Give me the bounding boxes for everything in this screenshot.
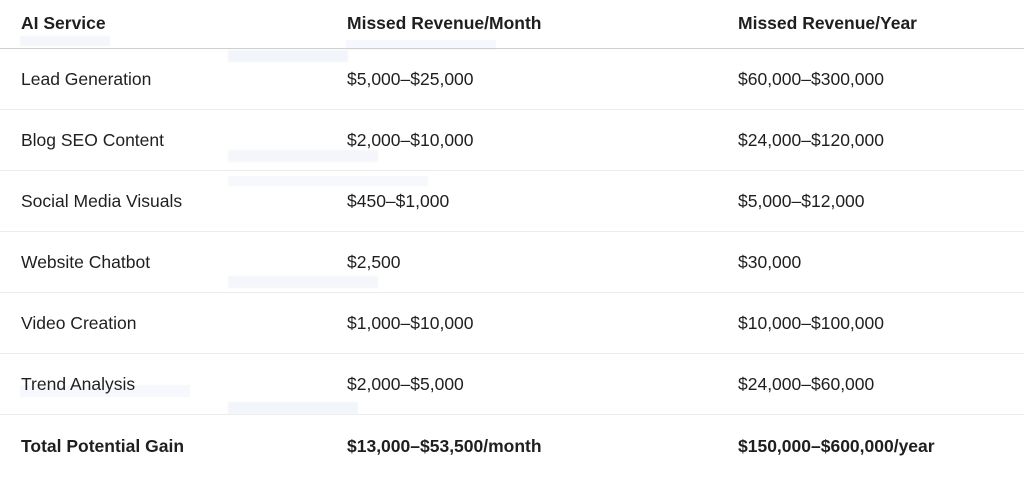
cell-year: $24,000–$60,000	[738, 353, 1024, 415]
total-label: Total Potential Gain	[21, 435, 185, 456]
cell-service: Video Creation	[0, 292, 347, 354]
table-header: AI Service Missed Revenue/Month Missed R…	[0, 0, 1024, 49]
total-row: Total Potential Gain $13,000–$53,500/mon…	[0, 415, 1024, 478]
cell-month: $2,500	[347, 231, 738, 293]
cell-year: $24,000–$120,000	[738, 109, 1024, 171]
table-row: Lead Generation $5,000–$25,000 $60,000–$…	[0, 48, 1024, 110]
cell-service: Social Media Visuals	[0, 170, 347, 232]
cell-month: $1,000–$10,000	[347, 292, 738, 354]
cell-service: Lead Generation	[0, 48, 347, 110]
cell-year: $10,000–$100,000	[738, 292, 1024, 354]
table-row: Blog SEO Content $2,000–$10,000 $24,000–…	[0, 109, 1024, 171]
cell-year: $30,000	[738, 231, 1024, 293]
column-header-missed-revenue-month: Missed Revenue/Month	[347, 0, 738, 49]
table-row: Social Media Visuals $450–$1,000 $5,000–…	[0, 170, 1024, 232]
table-row: Website Chatbot $2,500 $30,000	[0, 231, 1024, 293]
header-row: AI Service Missed Revenue/Month Missed R…	[0, 0, 1024, 49]
cell-month: $2,000–$5,000	[347, 353, 738, 415]
cell-service: Blog SEO Content	[0, 109, 347, 171]
total-month: $13,000–$53,500/month	[347, 435, 542, 456]
table-row: Video Creation $1,000–$10,000 $10,000–$1…	[0, 292, 1024, 354]
cell-year: $60,000–$300,000	[738, 48, 1024, 110]
table-body: Lead Generation $5,000–$25,000 $60,000–$…	[0, 48, 1024, 478]
cell-month: $450–$1,000	[347, 170, 738, 232]
cell-month: $2,000–$10,000	[347, 109, 738, 171]
cell-month: $5,000–$25,000	[347, 48, 738, 110]
table-row: Trend Analysis $2,000–$5,000 $24,000–$60…	[0, 353, 1024, 415]
column-header-ai-service: AI Service	[0, 0, 347, 49]
column-header-missed-revenue-year: Missed Revenue/Year	[738, 0, 1024, 49]
cell-service: Trend Analysis	[0, 353, 347, 415]
total-year: $150,000–$600,000/year	[738, 435, 935, 456]
cell-service: Website Chatbot	[0, 231, 347, 293]
cell-year: $5,000–$12,000	[738, 170, 1024, 232]
